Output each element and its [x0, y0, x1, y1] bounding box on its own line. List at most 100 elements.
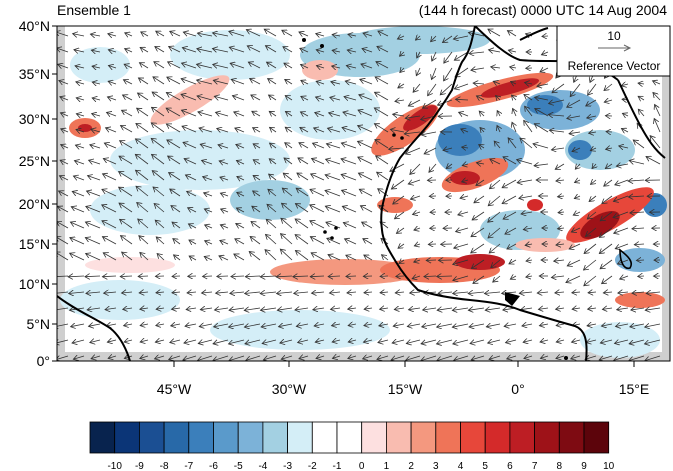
wind-vector	[405, 116, 421, 118]
wind-vector	[188, 208, 197, 212]
wind-vector	[214, 96, 229, 100]
wind-vector	[508, 138, 517, 149]
wind-vector	[490, 179, 501, 189]
wind-vector	[364, 255, 373, 261]
wind-vector	[453, 275, 469, 280]
wind-vector	[567, 259, 581, 266]
field-negative-patch	[60, 280, 180, 320]
wind-vector	[125, 49, 133, 52]
wind-vector	[491, 67, 501, 68]
wind-vector	[346, 276, 357, 277]
wind-vector	[506, 340, 517, 343]
wind-vector	[396, 227, 405, 233]
wind-vector	[571, 228, 581, 232]
wind-vector	[213, 33, 229, 36]
field-negative-patch	[438, 124, 482, 156]
wind-vector	[75, 145, 85, 148]
latitude-axis: 40°N 35°N 30°N 25°N 20°N 15°N 10°N 5°N 0…	[19, 18, 50, 369]
wind-vector	[234, 112, 245, 116]
wind-vector	[325, 190, 341, 197]
wind-vector	[296, 188, 309, 197]
wind-vector	[314, 324, 325, 326]
wind-vector	[486, 324, 501, 327]
wind-vector	[342, 190, 357, 197]
colorbar-swatch	[435, 421, 461, 454]
wind-vector	[174, 255, 181, 260]
wind-vector	[620, 276, 629, 279]
wind-vector	[248, 62, 261, 69]
wind-vector	[213, 339, 229, 344]
wind-vector	[397, 36, 405, 39]
wind-vector	[325, 175, 341, 181]
wind-vector	[489, 243, 501, 253]
colorbar-label: -3	[283, 461, 292, 471]
wind-vector	[59, 81, 69, 85]
wind-vector	[509, 260, 517, 264]
wind-vector	[523, 228, 533, 230]
wind-vector	[615, 179, 629, 185]
wind-vector	[377, 172, 389, 181]
wind-vector	[68, 276, 85, 277]
wind-vector	[329, 113, 341, 116]
wind-vector	[502, 292, 517, 293]
wind-vector	[250, 79, 261, 85]
wind-vector	[638, 83, 645, 84]
wind-vector	[265, 250, 277, 261]
wind-vector	[505, 227, 517, 234]
wind-vector	[59, 191, 69, 197]
wind-vector	[587, 324, 597, 326]
wind-vector	[570, 83, 581, 97]
wind-vector	[156, 237, 165, 245]
colorbar-label: -4	[258, 461, 267, 471]
wind-vector	[364, 308, 373, 309]
wind-vector	[633, 140, 645, 149]
wind-vector	[378, 31, 389, 37]
lon-tick-label: 45°W	[157, 381, 192, 397]
wind-vector	[284, 158, 293, 165]
wind-vector	[295, 308, 309, 310]
wind-vector	[332, 50, 341, 52]
wind-vector	[398, 84, 405, 88]
wind-vector	[236, 224, 245, 229]
wind-vector	[556, 244, 565, 245]
wind-vector	[236, 161, 245, 165]
wind-vector	[173, 239, 181, 245]
wind-vector	[347, 292, 357, 293]
wind-vector	[374, 108, 389, 117]
wind-vector	[589, 132, 597, 133]
wind-vector	[253, 160, 261, 164]
cape-verde-islands	[323, 230, 327, 234]
colorbar-label: 9	[581, 461, 587, 471]
wind-vector	[229, 355, 245, 361]
wind-vector	[154, 204, 165, 213]
colorbar-label: -10	[107, 461, 122, 471]
wind-vector	[91, 356, 101, 359]
wind-vector	[572, 308, 581, 309]
wind-vector	[237, 177, 245, 181]
wind-vector	[634, 244, 645, 245]
wind-vector	[330, 97, 341, 100]
wind-vector	[276, 276, 293, 277]
wind-vector	[584, 275, 597, 286]
wind-vector	[348, 308, 357, 309]
wind-vector	[85, 276, 101, 277]
field-positive-patch	[377, 197, 413, 213]
wind-vector	[653, 93, 661, 101]
wind-vector	[345, 81, 357, 84]
field-positive-patch	[302, 60, 338, 80]
colorbar-swatch	[188, 421, 214, 454]
wind-vector	[417, 51, 420, 58]
wind-vector	[314, 128, 325, 132]
wind-vector	[57, 222, 69, 229]
wind-vector	[220, 240, 229, 244]
wind-vector	[328, 255, 341, 261]
wind-vector	[426, 260, 437, 261]
wind-vector	[521, 308, 533, 310]
wind-vector	[362, 49, 373, 53]
wind-vector	[363, 340, 373, 342]
colorbar-label: -6	[209, 461, 218, 471]
coastline-south-america	[57, 295, 131, 361]
wind-vector	[471, 227, 485, 237]
wind-vector	[533, 144, 549, 149]
